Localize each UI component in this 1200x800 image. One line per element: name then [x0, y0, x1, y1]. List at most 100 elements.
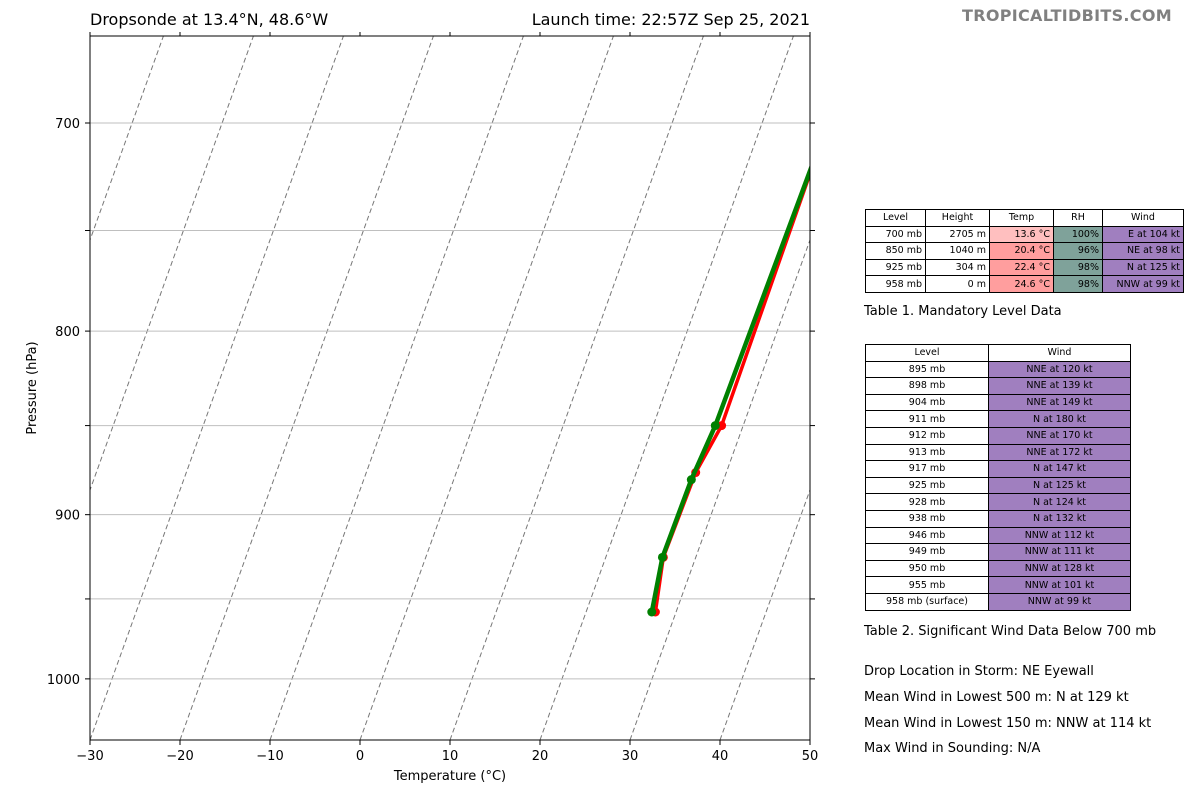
table-row: 950 mb NNW at 128 kt: [865, 559, 1131, 578]
wind-cell: NNE at 139 kt: [988, 377, 1131, 395]
x-axis-ticks: −30 −20 −10 0 10 20 30 40 50: [76, 32, 818, 764]
y-axis-ticks: 700 800 900 1000: [47, 117, 815, 688]
mean-wind-500-text: Mean Wind in Lowest 500 m: N at 129 kt: [864, 690, 1129, 705]
x-tick-label: 10: [442, 749, 459, 764]
wind-barb-icon: [818, 539, 820, 557]
chart-title-left: Dropsonde at 13.4°N, 48.6°W: [90, 10, 329, 29]
wind-barb-icon: [819, 391, 820, 413]
wind-barb-icon: [818, 581, 820, 598]
wind-barb-icon: [818, 465, 820, 485]
wind-cell: E at 104 kt: [1102, 225, 1184, 244]
wind-barb-icon: [818, 433, 820, 454]
wind-cell: NNW at 128 kt: [988, 559, 1131, 578]
wind-cell: NNE at 120 kt: [988, 360, 1131, 379]
level-cell: 898 mb: [865, 377, 989, 395]
table-row: 925 mb N at 125 kt: [865, 476, 1131, 495]
wind-barb-icon: [818, 507, 820, 526]
table-row: 913 mb NNE at 172 kt: [865, 443, 1131, 462]
wind-barb-icon: [818, 284, 820, 302]
table-row: 850 mb 1040 m 20.4 °C 96% NE at 98 kt: [865, 242, 1184, 260]
table-row: 946 mb NNW at 112 kt: [865, 526, 1131, 545]
table-header-cell: Temp: [989, 209, 1054, 227]
isotherm-line: [629, 238, 810, 740]
wind-barb-icon: [818, 528, 820, 547]
table-row: 938 mb N at 132 kt: [865, 509, 1131, 528]
rh-cell: 98%: [1053, 258, 1103, 277]
x-tick-label: −20: [166, 749, 193, 764]
dewpoint-line: [649, 164, 810, 613]
wind-barb-icon: [818, 496, 820, 515]
table-row: 925 mb 304 m 22.4 °C 98% N at 125 kt: [865, 258, 1184, 277]
height-cell: 2705 m: [925, 225, 990, 244]
isotherm-line: [269, 36, 524, 740]
temperature-line: [653, 168, 810, 613]
chart-title-right: Launch time: 22:57Z Sep 25, 2021: [531, 10, 810, 29]
significant-wind-table: Level Wind 895 mb NNE at 120 kt 898 mb NNE …: [865, 344, 1131, 611]
table-row: 911 mb N at 180 kt: [865, 410, 1131, 428]
wind-cell: N at 132 kt: [988, 509, 1131, 528]
wind-barb-icon: [818, 328, 820, 346]
x-tick-label: 30: [622, 749, 639, 764]
temp-cell: 13.6 °C: [989, 225, 1054, 244]
table-row: 955 mb NNW at 101 kt: [865, 576, 1131, 594]
isotherm-line: [539, 36, 794, 740]
table2-caption: Table 2. Significant Wind Data Below 700…: [864, 624, 1157, 639]
isotherm-line: [719, 488, 810, 740]
table-row: 895 mb NNE at 120 kt: [865, 360, 1131, 379]
wind-barb-icon: [818, 412, 820, 433]
level-cell: 913 mb: [865, 443, 989, 462]
table-row: 898 mb NNE at 139 kt: [865, 377, 1131, 395]
table-row: 958 mb 0 m 24.6 °C 98% NNW at 99 kt: [865, 275, 1184, 293]
table-header-cell: RH: [1053, 209, 1103, 227]
drop-location-text: Drop Location in Storm: NE Eyewall: [864, 664, 1094, 679]
table-header-row: Level Height Temp RH Wind: [865, 209, 1184, 227]
level-cell: 958 mb (surface): [865, 592, 989, 611]
isotherm-line: [90, 36, 344, 740]
wind-barb-icon: [818, 306, 820, 324]
x-axis-label: Temperature (°C): [393, 769, 506, 784]
wind-cell: N at 147 kt: [988, 460, 1131, 478]
wind-cell: NNW at 112 kt: [988, 526, 1131, 545]
wind-barbs: [818, 86, 820, 599]
wind-barb-icon: [818, 422, 820, 443]
level-cell: 955 mb: [865, 576, 989, 594]
wind-cell: NNW at 99 kt: [1102, 275, 1184, 293]
level-cell: 946 mb: [865, 526, 989, 545]
pressure-gridlines: [90, 122, 810, 680]
x-tick-label: 40: [712, 749, 729, 764]
mean-wind-150-text: Mean Wind in Lowest 150 m: NNW at 114 kt: [864, 716, 1152, 731]
table-header-cell: Level: [865, 209, 926, 227]
x-tick-label: 50: [802, 749, 819, 764]
wind-barb-icon: [819, 348, 820, 371]
y-tick-label: 900: [55, 509, 80, 524]
height-cell: 1040 m: [925, 242, 990, 260]
table-row: 917 mb N at 147 kt: [865, 460, 1131, 478]
table-row: 912 mb NNE at 170 kt: [865, 426, 1131, 445]
table-row: 904 mb NNE at 149 kt: [865, 393, 1131, 412]
wind-cell: NNW at 101 kt: [988, 576, 1131, 594]
wind-cell: N at 125 kt: [1102, 258, 1184, 277]
skewt-chart: −30 −20 −10 0 10 20 30 40 50 700 800 900 1000 Tempe…: [25, 32, 820, 784]
sounding-profiles: [647, 164, 810, 617]
wind-barb-icon: [819, 359, 820, 382]
level-cell: 911 mb: [865, 410, 989, 428]
table-header-row: Level Wind: [865, 344, 1131, 362]
x-tick-label: 20: [532, 749, 549, 764]
table-header-cell: Level: [865, 344, 989, 362]
wind-barb-icon: [819, 369, 820, 391]
wind-barb-icon: [818, 571, 820, 588]
isotherm-line: [449, 36, 704, 740]
x-tick-label: −30: [76, 749, 103, 764]
table-row: 928 mb N at 124 kt: [865, 493, 1131, 511]
table-row: 958 mb (surface) NNW at 99 kt: [865, 592, 1131, 611]
table1-caption: Table 1. Mandatory Level Data: [864, 304, 1062, 319]
wind-barb-icon: [818, 518, 820, 537]
wind-cell: NNE at 149 kt: [988, 393, 1131, 412]
x-tick-label: 0: [356, 749, 364, 764]
wind-barb-icon: [818, 560, 820, 578]
watermark: TROPICALTIDBITS.COM: [962, 6, 1172, 25]
wind-cell: NNE at 170 kt: [988, 426, 1131, 445]
wind-barb-icon: [819, 401, 820, 423]
y-axis-label: Pressure (hPa): [25, 341, 40, 434]
y-tick-label: 800: [55, 325, 80, 340]
